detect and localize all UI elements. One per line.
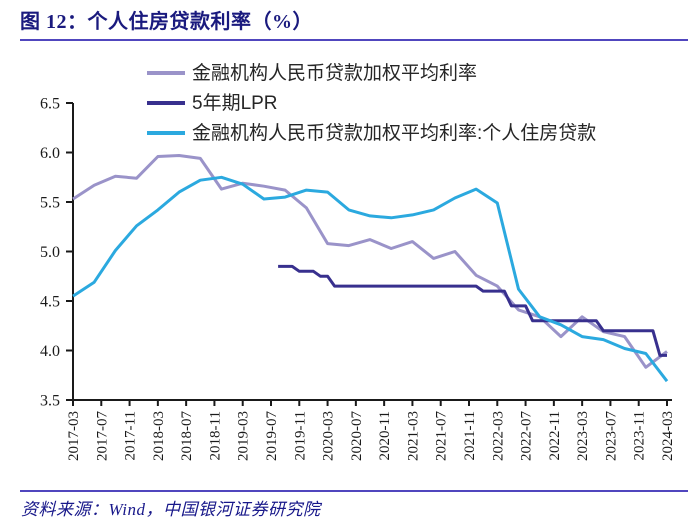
x-axis-label: 2017-03 [66,411,82,461]
y-axis-label: 5.5 [40,195,60,212]
x-axis-label: 2022-07 [519,411,535,461]
x-axis-label: 2020-07 [349,411,365,461]
y-axis: 6.5 6.0 5.5 5.0 4.5 4.0 3.5 [40,96,73,410]
x-axis-label: 2022-03 [490,411,506,461]
y-axis-label: 4.0 [40,343,60,360]
legend-item-0: 金融机构人民币贷款加权平均利率 [147,58,596,88]
legend-label-1: 5年期LPR [192,92,278,114]
legend-item-1: 5年期LPR [147,88,596,118]
x-axis-label: 2020-03 [321,411,337,461]
legend-label-2: 金融机构人民币贷款加权平均利率:个人住房贷款 [192,122,597,144]
x-axis-label: 2019-07 [264,411,280,461]
x-axis-label: 2023-03 [575,411,591,461]
source-divider [20,490,688,492]
y-axis-label: 4.5 [40,294,60,311]
title-divider [20,39,688,41]
x-axis-label: 2021-03 [405,411,421,461]
x-axis-label: 2024-03 [660,411,676,461]
x-axis-label: 2019-11 [292,411,308,460]
series-line-1 [278,264,667,357]
x-axis-label: 2018-03 [151,411,167,461]
series-line-2 [72,175,669,383]
legend-swatch-0 [147,71,185,75]
source-note: 资料来源：Wind，中国银河证券研究院 [21,500,321,519]
x-axis-label: 2019-03 [236,411,252,461]
x-axis: 2017-03 2017-07 2017-11 2018-03 2018-07 2018-… [66,400,676,461]
legend-item-2: 金融机构人民币贷款加权平均利率:个人住房贷款 [147,118,596,148]
y-axis-label: 3.5 [40,393,60,410]
x-axis-label: 2018-07 [179,411,195,461]
x-axis-label: 2023-07 [603,411,619,461]
legend-label-0: 金融机构人民币贷款加权平均利率 [192,62,478,84]
x-axis-label: 2022-11 [547,411,563,460]
x-axis-label: 2018-11 [207,411,223,460]
x-axis-label: 2017-07 [94,411,110,461]
y-axis-label: 6.5 [40,96,60,113]
legend-swatch-2 [147,131,185,135]
x-axis-label: 2017-11 [123,411,139,460]
y-axis-label: 6.0 [40,145,60,162]
figure-title: 图 12：个人住房贷款利率（%） [20,11,313,33]
x-axis-label: 2020-11 [377,411,393,460]
chart-legend: 金融机构人民币贷款加权平均利率 5年期LPR 金融机构人民币贷款加权平均利率:个人住… [147,58,596,148]
x-axis-label: 2021-07 [434,411,450,461]
x-axis-label: 2021-11 [462,411,478,460]
y-axis-label: 5.0 [40,244,60,261]
legend-swatch-1 [147,101,185,105]
x-axis-label: 2023-11 [632,411,648,460]
